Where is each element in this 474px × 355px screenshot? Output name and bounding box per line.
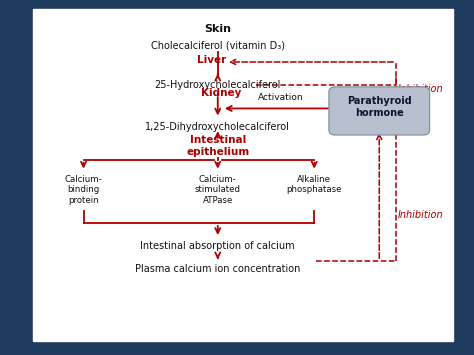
Text: Liver: Liver [197, 55, 226, 65]
Text: Intestinal
epithelium: Intestinal epithelium [186, 135, 249, 157]
Text: Kidney: Kidney [201, 88, 241, 98]
Text: Calcium-
binding
protein: Calcium- binding protein [64, 175, 102, 204]
Text: 25-Hydroxycholecalciferol: 25-Hydroxycholecalciferol [155, 80, 281, 90]
Text: Inhibition: Inhibition [398, 210, 444, 220]
Text: Inhibition: Inhibition [398, 83, 444, 93]
Text: Alkaline
phosphatase: Alkaline phosphatase [286, 175, 342, 194]
Text: Parathyroid
hormone: Parathyroid hormone [347, 96, 411, 118]
Text: Skin: Skin [204, 24, 231, 34]
Text: Activation: Activation [258, 93, 303, 103]
Text: Plasma calcium ion concentration: Plasma calcium ion concentration [135, 264, 301, 274]
Text: 1,25-Dihydroxycholecalciferol: 1,25-Dihydroxycholecalciferol [146, 122, 290, 132]
Text: Intestinal absorption of calcium: Intestinal absorption of calcium [140, 241, 295, 251]
Text: Calcium-
stimulated
ATPase: Calcium- stimulated ATPase [195, 175, 241, 204]
Text: Cholecalciferol (vitamin D₃): Cholecalciferol (vitamin D₃) [151, 40, 285, 50]
FancyBboxPatch shape [329, 87, 429, 135]
